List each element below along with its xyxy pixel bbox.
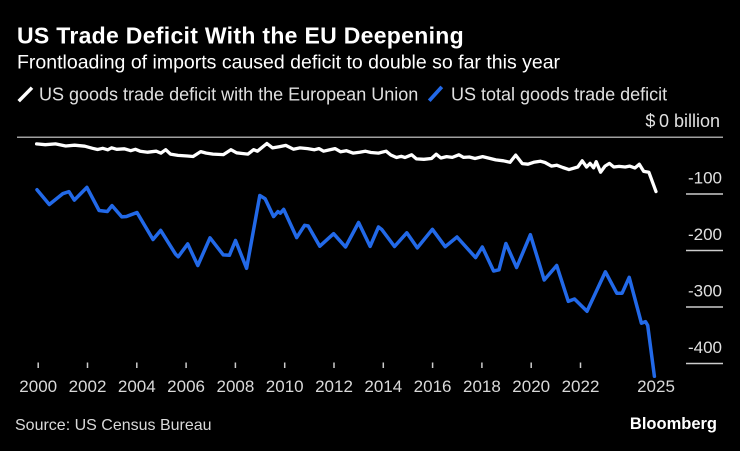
- svg-text:2012: 2012: [315, 377, 353, 396]
- svg-text:US Trade Deficit With the EU D: US Trade Deficit With the EU Deepening: [17, 23, 464, 49]
- svg-text:2010: 2010: [266, 377, 304, 396]
- svg-text:-400: -400: [688, 338, 722, 357]
- svg-text:2006: 2006: [167, 377, 205, 396]
- svg-text:-200: -200: [688, 225, 722, 244]
- svg-text:2018: 2018: [463, 377, 501, 396]
- svg-text:Frontloading of imports caused: Frontloading of imports caused deficit t…: [17, 52, 561, 74]
- svg-text:2025: 2025: [637, 377, 675, 396]
- svg-text:$ 0 billion: $ 0 billion: [645, 111, 720, 131]
- svg-text:US total goods trade deficit: US total goods trade deficit: [451, 85, 667, 105]
- svg-text:2004: 2004: [118, 377, 156, 396]
- svg-text:Bloomberg: Bloomberg: [630, 415, 717, 433]
- svg-text:2016: 2016: [414, 377, 452, 396]
- svg-text:2008: 2008: [216, 377, 254, 396]
- svg-text:2000: 2000: [19, 377, 57, 396]
- svg-text:-100: -100: [688, 169, 722, 188]
- svg-text:-300: -300: [688, 282, 722, 301]
- svg-text:Source: US Census Bureau: Source: US Census Bureau: [15, 417, 212, 434]
- svg-text:US goods trade deficit with th: US goods trade deficit with the European…: [39, 85, 418, 105]
- svg-text:2020: 2020: [512, 377, 550, 396]
- svg-text:2022: 2022: [562, 377, 600, 396]
- svg-text:2014: 2014: [364, 377, 402, 396]
- svg-text:2002: 2002: [69, 377, 107, 396]
